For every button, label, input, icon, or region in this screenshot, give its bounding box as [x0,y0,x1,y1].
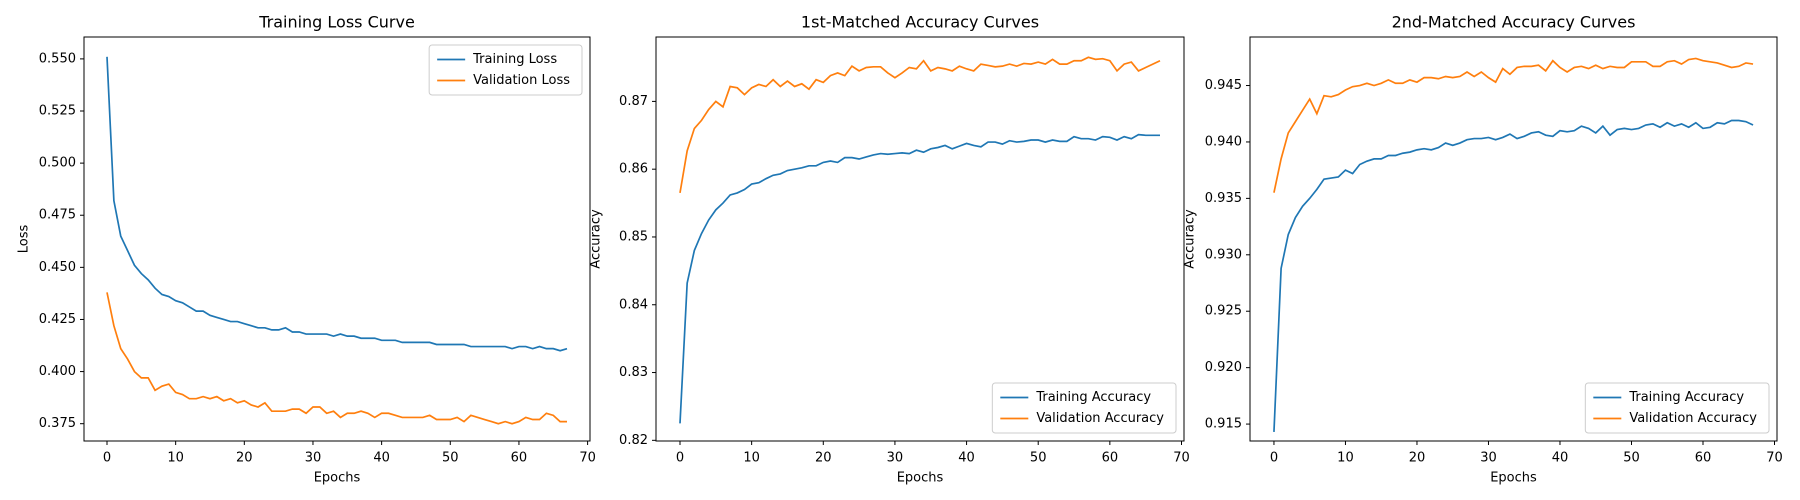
x-tick-label: 60 [511,451,528,466]
series-line [679,56,1161,194]
y-tick-label: 0.945 [1205,78,1242,93]
x-axis-label: Epochs [314,471,361,486]
x-axis-label: Epochs [897,471,944,486]
legend-box [428,44,583,96]
x-tick-label: 0 [676,451,684,466]
y-tick-label: 0.375 [39,416,76,431]
y-tick-label: 0.83 [619,365,648,380]
y-tick-label: 0.85 [619,229,648,244]
x-tick-label: 50 [442,451,459,466]
series-line [106,56,568,352]
y-tick-label: 0.915 [1205,417,1242,432]
axes-frame [83,36,591,442]
legend: Training Loss Validation Loss [428,44,583,96]
legend-label: Training Accuracy [1035,390,1151,405]
y-tick-label: 0.400 [39,364,76,379]
y-tick-label: 0.84 [619,297,648,312]
series-line [679,133,1160,424]
y-tick-label: 0.925 [1205,304,1242,319]
x-tick-label: 70 [1766,451,1783,466]
series-line [106,292,567,425]
x-tick-label: 70 [1173,451,1190,466]
x-tick-label: 20 [815,451,832,466]
x-axis-label: Epochs [1490,471,1537,486]
legend-label: Validation Accuracy [1629,411,1757,426]
x-tick-label: 70 [579,451,596,466]
x-tick-label: 20 [1409,451,1426,466]
x-tick-label: 20 [236,451,253,466]
x-tick-label: 60 [1695,451,1712,466]
y-axis-label: Loss [17,225,32,254]
series-group [106,56,568,425]
legend-label: Training Accuracy [1628,390,1744,405]
legend-label: Validation Loss [473,73,570,88]
y-axis-label: Accuracy [1183,209,1198,269]
x-tick-label: 0 [103,451,111,466]
x-tick-label: 30 [1480,451,1497,466]
y-tick-label: 0.525 [39,104,76,119]
x-tick-label: 0 [1270,451,1278,466]
legend-box [991,382,1177,434]
x-tick-label: 10 [743,451,760,466]
x-tick-label: 40 [1552,451,1569,466]
x-tick-label: 60 [1102,451,1119,466]
legend: Training Accuracy Validation Accuracy [991,382,1177,434]
x-tick-label: 50 [1623,451,1640,466]
x-tick-label: 40 [373,451,390,466]
series-group [679,56,1161,424]
x-tick-label: 10 [1337,451,1354,466]
legend-label: Validation Accuracy [1036,411,1164,426]
legend-box [1584,382,1770,434]
y-tick-label: 0.425 [39,312,76,327]
x-tick-label: 40 [958,451,975,466]
x-tick-label: 10 [167,451,184,466]
axes-frame [655,36,1185,442]
series-group [1273,57,1754,433]
y-tick-label: 0.82 [619,433,648,448]
y-tick-label: 0.87 [619,94,648,109]
legend: Training Accuracy Validation Accuracy [1584,382,1770,434]
x-tick-label: 30 [887,451,904,466]
y-tick-label: 0.930 [1205,247,1242,262]
series-line [1273,57,1754,193]
y-tick-label: 0.500 [39,156,76,171]
legend-label: Training Loss [472,52,557,67]
subplot-title: 1st-Matched Accuracy Curves [801,13,1039,32]
y-axis-label: Accuracy [589,209,604,269]
y-tick-label: 0.920 [1205,360,1242,375]
series-line [1273,119,1754,433]
y-tick-label: 0.86 [619,162,648,177]
subplot-title: 2nd-Matched Accuracy Curves [1392,13,1636,32]
y-tick-label: 0.475 [39,208,76,223]
subplot-title: Training Loss Curve [258,13,415,32]
y-tick-label: 0.940 [1205,134,1242,149]
x-tick-label: 30 [305,451,322,466]
x-tick-label: 50 [1030,451,1047,466]
y-tick-label: 0.935 [1205,191,1242,206]
axes-frame [1249,36,1778,442]
y-tick-label: 0.550 [39,51,76,66]
y-tick-label: 0.450 [39,260,76,275]
